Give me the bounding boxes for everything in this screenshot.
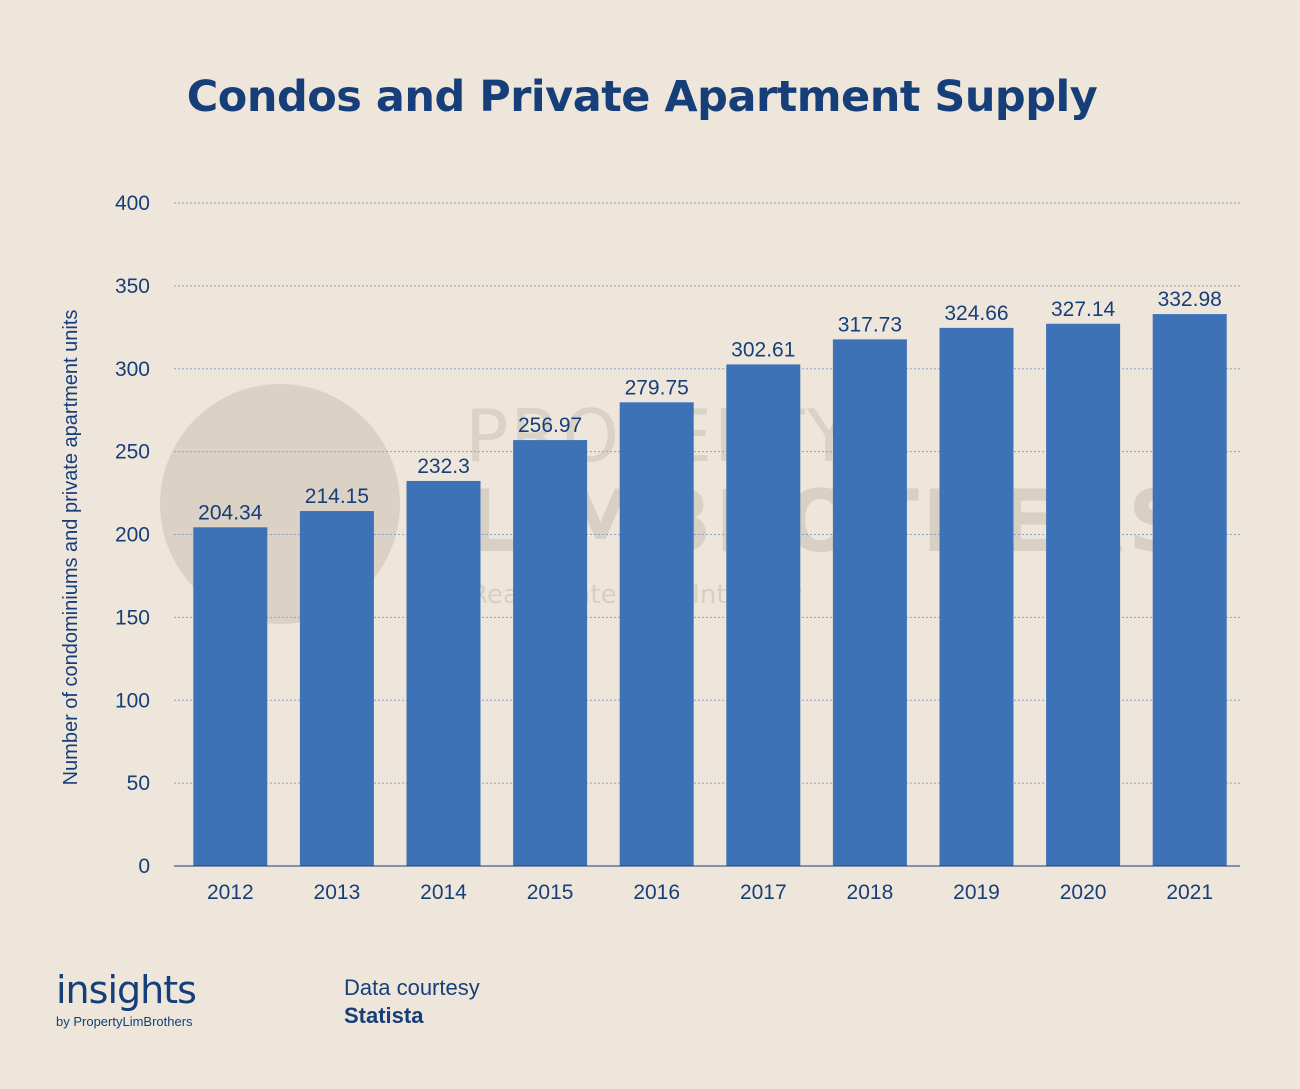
- x-tick-label-2012: 2012: [207, 881, 254, 904]
- y-tick-label: 300: [115, 358, 150, 381]
- x-tick-label-2014: 2014: [420, 881, 467, 904]
- x-tick-label-2015: 2015: [527, 881, 574, 904]
- x-tick-label-2021: 2021: [1166, 881, 1213, 904]
- y-axis-label: Number of condominiums and private apart…: [60, 310, 82, 786]
- y-tick-label: 200: [115, 524, 150, 547]
- y-tick-label: 100: [115, 689, 150, 712]
- y-tick-label: 400: [115, 192, 150, 215]
- brand-byline: by PropertyLimBrothers: [56, 1014, 193, 1029]
- bar-2016: [619, 402, 694, 866]
- bar-2017: [726, 364, 801, 866]
- bar-2014: [406, 480, 481, 866]
- data-label-2012: 204.34: [198, 501, 263, 524]
- x-tick-label-2017: 2017: [740, 881, 787, 904]
- bar-2015: [513, 440, 588, 866]
- data-label-2017: 302.61: [731, 338, 795, 361]
- data-label-2018: 317.73: [838, 313, 902, 336]
- y-axis-ticks: 0 50 100 150 200 250 300 350 400: [115, 192, 150, 878]
- source-name: Statista: [344, 1003, 424, 1028]
- y-tick-label: 50: [127, 772, 150, 795]
- brand-name: insights: [56, 968, 197, 1012]
- y-tick-label: 250: [115, 441, 150, 464]
- x-tick-label-2016: 2016: [633, 881, 680, 904]
- y-tick-label: 150: [115, 606, 150, 629]
- bar-2020: [1046, 323, 1121, 866]
- brand-logo: insights by PropertyLimBrothers: [56, 968, 197, 1030]
- data-label-2020: 327.14: [1051, 298, 1116, 321]
- data-labels: 204.34 214.15 232.3 256.97 279.75 302.61 317.7…: [198, 288, 1222, 524]
- bar-2021: [1152, 314, 1227, 866]
- data-label-2021: 332.98: [1158, 288, 1222, 311]
- bar-2012: [193, 527, 268, 866]
- data-source: Data courtesy Statista: [344, 974, 480, 1030]
- data-label-2014: 232.3: [417, 455, 470, 478]
- x-axis-ticks: 2012 2013 2014 2015 2016 2017 2018 2019 2020 2021: [207, 881, 1213, 904]
- bar-2013: [299, 511, 374, 866]
- source-label: Data courtesy: [344, 975, 480, 1000]
- x-tick-label-2019: 2019: [953, 881, 1000, 904]
- chart-title: Condos and Private Apartment Supply: [186, 72, 1098, 122]
- x-tick-label-2018: 2018: [847, 881, 894, 904]
- bar-2019: [939, 327, 1014, 866]
- data-label-2015: 256.97: [518, 414, 582, 437]
- bars: [193, 314, 1227, 866]
- x-tick-label-2013: 2013: [314, 881, 361, 904]
- x-tick-label-2020: 2020: [1060, 881, 1107, 904]
- bar-2018: [832, 339, 907, 866]
- y-tick-label: 350: [115, 275, 150, 298]
- data-label-2013: 214.15: [305, 485, 369, 508]
- data-label-2019: 324.66: [944, 302, 1008, 325]
- y-tick-label: 0: [138, 855, 150, 878]
- data-label-2016: 279.75: [625, 376, 689, 399]
